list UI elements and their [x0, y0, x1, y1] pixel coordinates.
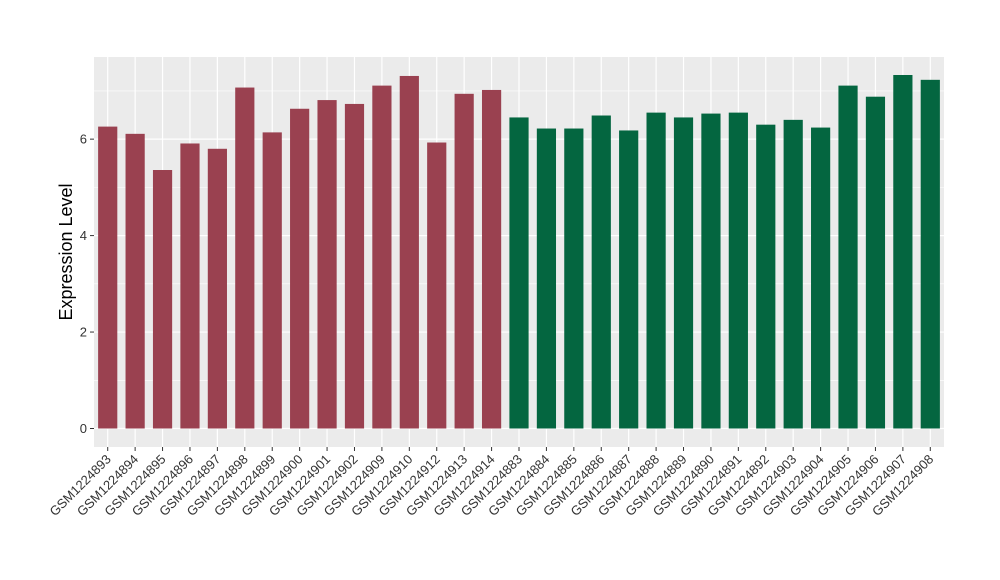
bar [344, 103, 365, 429]
bar [920, 79, 940, 429]
y-tick-label: 6 [80, 132, 87, 147]
bar [290, 108, 310, 429]
bars [98, 75, 940, 429]
bar [756, 124, 776, 429]
bar [454, 93, 474, 429]
bar [564, 128, 584, 429]
bar [536, 128, 557, 429]
bar [317, 100, 337, 429]
bar [98, 126, 118, 429]
bar [235, 87, 255, 429]
bar [262, 132, 282, 429]
y-tick-label: 4 [80, 228, 87, 243]
bar [180, 143, 200, 429]
bar [811, 127, 831, 429]
bar [838, 85, 858, 429]
bar [893, 75, 913, 429]
bar [427, 142, 447, 429]
bar [701, 113, 721, 429]
y-axis-title: Expression Level [56, 183, 76, 320]
bar [591, 115, 611, 429]
bar [728, 112, 748, 429]
bar [673, 117, 694, 429]
bar [125, 133, 145, 429]
bar [152, 170, 173, 429]
bar [481, 89, 502, 429]
bar [207, 148, 227, 429]
y-axis: 0 2 4 6 [80, 132, 94, 436]
y-tick-label: 0 [80, 421, 87, 436]
bar [783, 119, 803, 429]
bar [509, 117, 529, 429]
bar [865, 96, 886, 429]
bar [372, 85, 392, 429]
bar [646, 112, 666, 429]
bar [399, 75, 419, 429]
bar [619, 130, 639, 429]
x-axis: GSM1224893GSM1224894GSM1224895GSM1224896… [46, 447, 936, 519]
y-tick-label: 2 [80, 325, 87, 340]
